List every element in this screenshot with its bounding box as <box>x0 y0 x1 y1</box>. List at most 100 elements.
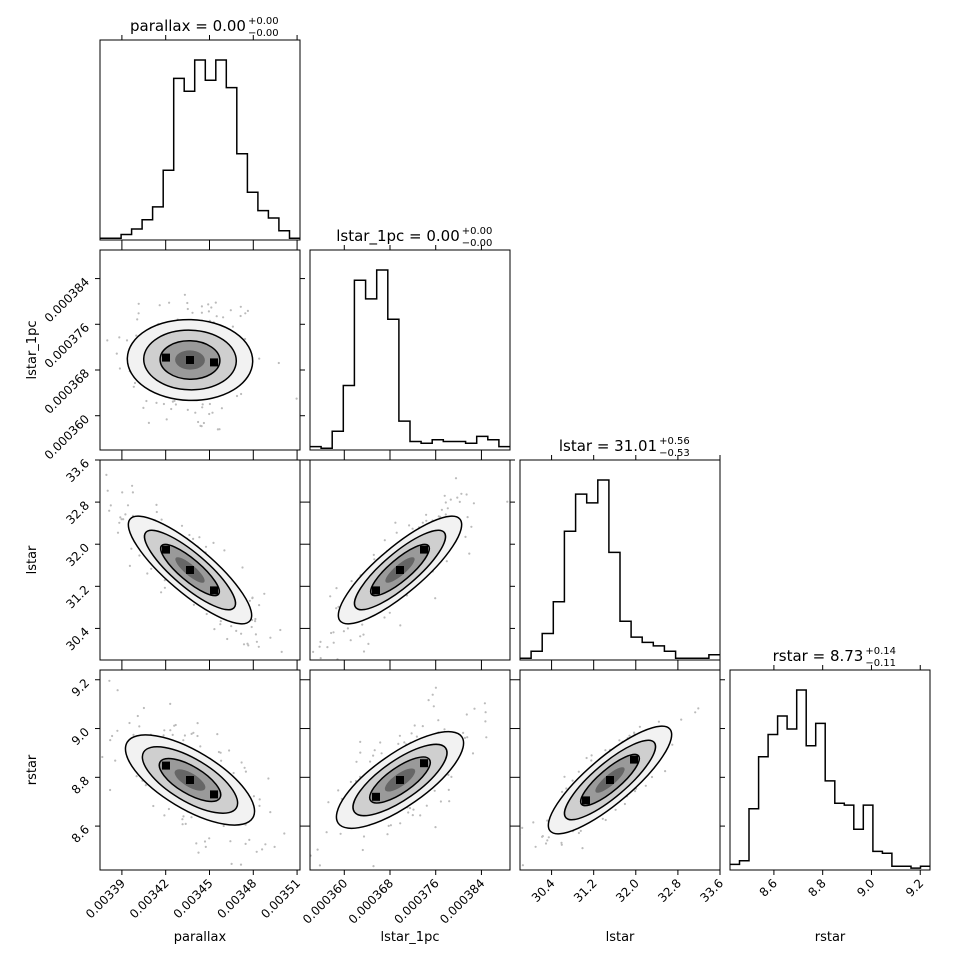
sample-point <box>280 650 283 654</box>
sample-point <box>565 787 568 790</box>
sample-point <box>325 831 328 834</box>
density-peak <box>420 759 428 768</box>
sample-point <box>521 826 524 830</box>
sample-point <box>466 516 469 519</box>
sample-point <box>544 842 548 845</box>
sample-point <box>92 486 94 488</box>
title-plus-lstar_1pc: +0.00 <box>462 226 493 237</box>
sample-point <box>434 597 437 600</box>
sample-point <box>180 524 184 527</box>
sample-point <box>318 864 321 867</box>
title-lstar: lstar = 31.01 <box>559 437 657 455</box>
sample-point <box>251 597 254 600</box>
y-axis-label-lstar: lstar <box>25 545 40 574</box>
hist-step-parallax <box>100 59 300 239</box>
sample-point <box>319 888 321 890</box>
sample-point <box>335 607 338 610</box>
sample-point <box>204 845 207 849</box>
density-peak <box>186 566 194 574</box>
sample-point <box>398 734 401 737</box>
sample-point <box>92 748 94 750</box>
sample-point <box>252 795 255 798</box>
sample-point <box>590 754 593 757</box>
sample-point <box>131 491 134 494</box>
sample-point <box>136 714 139 718</box>
sample-point <box>267 777 270 780</box>
density-peak <box>162 353 170 362</box>
sample-point <box>240 761 243 764</box>
sample-point <box>155 510 158 514</box>
sample-point <box>515 862 517 864</box>
sample-point <box>581 847 584 850</box>
x-tick-label: 0.000368 <box>346 876 396 926</box>
sample-point <box>239 314 242 318</box>
sample-point <box>90 306 92 308</box>
sample-point <box>489 876 491 878</box>
sample-point <box>121 491 124 494</box>
sample-point <box>604 749 607 752</box>
title-minus-parallax: −0.00 <box>248 28 279 39</box>
sample-point <box>196 722 199 725</box>
hist-panel-lstar_1pc <box>309 249 511 451</box>
sample-point <box>387 824 390 828</box>
hist-panel-rstar <box>729 669 931 871</box>
sample-point <box>326 646 329 649</box>
scatter-frame <box>99 669 301 871</box>
sample-point <box>373 558 376 561</box>
sample-point <box>372 754 375 757</box>
sample-point <box>462 640 464 642</box>
sample-point <box>472 502 475 505</box>
sample-point <box>546 839 549 842</box>
sample-point <box>419 814 422 817</box>
sample-point <box>190 816 193 819</box>
sample-point <box>101 755 104 759</box>
density-peak <box>372 586 380 595</box>
sample-point <box>201 406 204 409</box>
sample-point <box>116 531 120 534</box>
x-tick-label: 8.8 <box>805 876 828 899</box>
y-tick-label: 30.4 <box>63 625 92 654</box>
sample-point <box>248 599 251 602</box>
sample-point <box>200 311 203 314</box>
sample-point <box>211 411 214 414</box>
density-peak <box>606 776 614 784</box>
hist-panel-lstar <box>519 459 721 661</box>
sample-point <box>216 428 219 431</box>
sample-point <box>109 739 112 742</box>
sample-point <box>169 729 172 732</box>
sample-point <box>329 595 332 598</box>
sample-point <box>295 397 298 400</box>
sample-point <box>197 420 200 424</box>
sample-point <box>447 773 450 777</box>
sample-point <box>199 424 202 427</box>
sample-point <box>319 640 322 644</box>
sample-point <box>232 771 235 775</box>
sample-point <box>547 836 550 839</box>
sample-point <box>638 725 642 728</box>
sample-point <box>415 735 418 738</box>
sample-point <box>468 552 471 555</box>
sample-point <box>111 734 114 738</box>
sample-point <box>125 339 129 342</box>
sample-point <box>248 838 251 842</box>
x-tick-label: 0.000360 <box>300 876 350 926</box>
sample-point <box>359 740 362 744</box>
sample-point <box>427 699 430 702</box>
sample-point <box>432 705 435 708</box>
sample-point <box>182 815 185 818</box>
sample-point <box>425 513 428 516</box>
sample-point <box>162 734 165 737</box>
sample-point <box>680 718 683 721</box>
sample-point <box>408 524 411 527</box>
sample-point <box>255 640 258 643</box>
sample-point <box>577 770 580 773</box>
sample-point <box>186 307 189 311</box>
sample-point <box>359 635 362 638</box>
sample-point <box>146 572 149 575</box>
sample-point <box>192 603 195 606</box>
sample-point <box>184 822 187 826</box>
sample-point <box>150 567 153 570</box>
scatter-panel-lstar-rstar <box>489 669 721 878</box>
sample-point <box>399 822 402 825</box>
